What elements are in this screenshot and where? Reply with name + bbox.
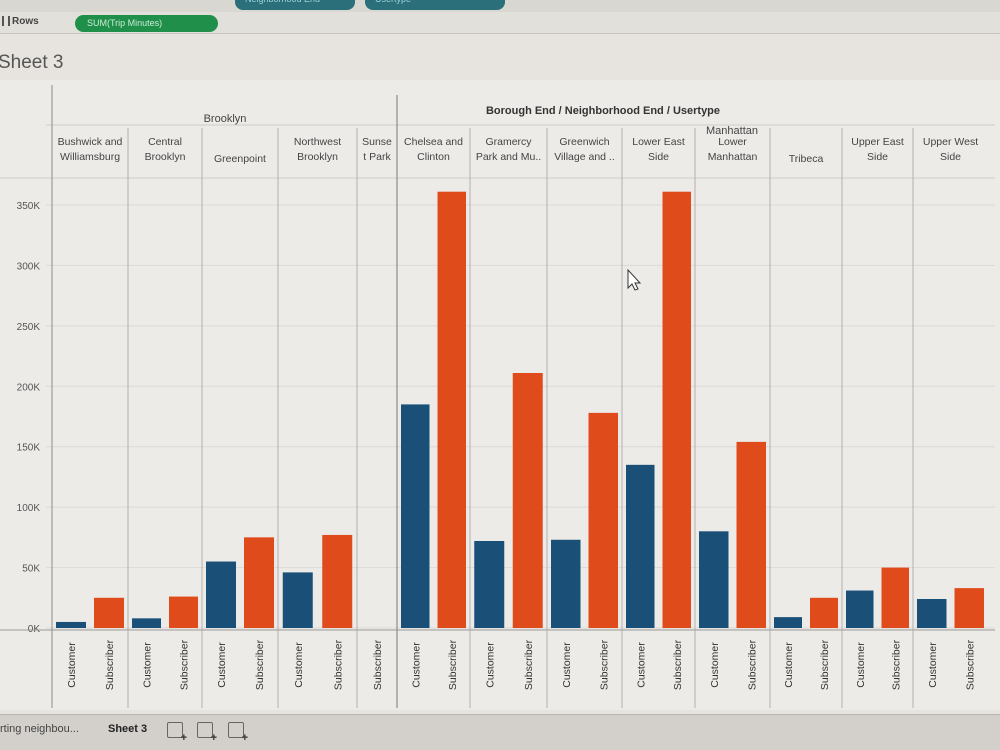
x-axis-label: Subscriber [332,639,344,690]
bar-customer [774,617,802,628]
x-axis-label: Customer [216,642,228,688]
x-axis-label: Customer [293,642,305,688]
rows-shelf: Rows SUM(Trip Minutes) [0,12,1000,34]
rows-pill-sum-trip-minutes[interactable]: SUM(Trip Minutes) [75,15,218,32]
x-axis-label: Subscriber [819,639,831,690]
bar-customer [132,618,161,628]
x-axis-label: Customer [709,642,721,688]
bar-subscriber [881,567,909,628]
x-axis-label: Subscriber [890,639,902,690]
neighborhood-header-label: Park and Mu.. [476,151,541,163]
bar-customer [401,404,430,628]
column-pill-neighborhood-end[interactable]: Neighborhood End [235,0,355,10]
mouse-cursor-icon [627,268,642,291]
bar-customer [474,540,505,628]
neighborhood-header-label: Tribeca [789,153,824,165]
x-axis-label: Customer [484,642,496,688]
bar-subscriber [244,537,274,628]
neighborhood-header-label: Brooklyn [145,151,186,163]
bar-subscriber [736,441,766,628]
bar-subscriber [322,534,353,628]
bar-subscriber [954,588,984,628]
x-axis-label: Subscriber [104,639,116,690]
neighborhood-header-label: Williamsburg [60,151,120,163]
x-axis-label: Customer [66,642,78,688]
neighborhood-header-label: Gramercy [485,136,532,148]
x-axis-label: Subscriber [447,639,459,690]
x-axis-label: Subscriber [964,639,976,690]
neighborhood-header-label: Manhattan [708,151,758,163]
sheet-tab-bar: rting neighbou... Sheet 3 [0,714,1000,750]
y-tick-label: 150K [17,443,41,454]
neighborhood-header-label: Greenwich [559,136,609,148]
x-axis-label: Subscriber [746,639,758,690]
y-tick-label: 250K [17,322,41,333]
neighborhood-header-label: Brooklyn [297,151,338,163]
neighborhood-header-label: Village and .. [554,151,615,163]
bar-subscriber [662,191,691,628]
neighborhood-header-label: Northwest [294,136,341,148]
x-axis-label: Subscriber [672,639,684,690]
neighborhood-header-label: Side [940,151,961,163]
neighborhood-header-label: Side [648,151,669,163]
column-pill-usertype[interactable]: Usertype [365,0,505,10]
neighborhood-header-label: Sunse [362,136,392,148]
neighborhood-header-label: Lower [718,136,747,148]
y-tick-label: 100K [17,503,41,514]
x-axis-label: Subscriber [179,639,191,690]
bar-customer [626,464,655,628]
x-axis-label: Customer [561,642,573,688]
bar-customer [56,621,86,628]
y-tick-label: 200K [17,382,41,393]
neighborhood-header-label: Upper East [851,136,904,148]
rows-label: Rows [12,16,39,27]
y-tick-label: 300K [17,261,41,272]
neighborhood-header-label: t Park [363,151,391,163]
neighborhood-header-label: Central [148,136,182,148]
x-axis-label: Subscriber [372,639,384,690]
sheet-title: Sheet 3 [0,52,64,73]
bar-customer [846,590,874,628]
neighborhood-header-label: Bushwick and [58,136,123,148]
neighborhood-header-label: Greenpoint [214,153,266,165]
x-axis-label: Customer [142,642,154,688]
borough-label: Manhattan [706,125,758,137]
new-dashboard-icon[interactable] [197,722,217,744]
new-worksheet-icon[interactable] [167,722,187,744]
x-axis-label: Subscriber [523,639,535,690]
bar-customer [282,572,313,628]
bar-subscriber [94,597,124,628]
y-tick-label: 50K [22,564,40,575]
bar-customer [551,539,581,628]
bar-subscriber [437,191,466,628]
chart-title: Borough End / Neighborhood End / Usertyp… [486,105,720,117]
rows-icon [2,16,10,26]
x-axis-label: Customer [783,642,795,688]
bar-customer [699,531,729,628]
new-story-icon[interactable] [228,722,248,744]
y-tick-label: 350K [17,201,41,212]
tab-previous-sheet[interactable]: rting neighbou... [0,723,79,735]
neighborhood-header-label: Side [867,151,888,163]
columns-shelf: Neighborhood End Usertype [0,0,1000,12]
bar-subscriber [810,597,838,628]
bar-subscriber [588,412,618,628]
tab-sheet-3[interactable]: Sheet 3 [108,723,148,735]
x-axis-label: Subscriber [254,639,266,690]
bar-customer [917,598,947,628]
x-axis-label: Customer [855,642,867,688]
neighborhood-header-label: Clinton [417,151,450,163]
bar-subscriber [169,596,198,628]
neighborhood-header-label: Upper West [923,136,978,148]
x-axis-label: Customer [410,642,422,688]
bar-subscriber [512,372,543,628]
bar-customer [206,561,236,628]
x-axis-label: Customer [927,642,939,688]
borough-label: Brooklyn [204,113,247,125]
x-axis-label: Subscriber [598,639,610,690]
neighborhood-header-label: Chelsea and [404,136,463,148]
neighborhood-header-label: Lower East [632,136,685,148]
x-axis-label: Customer [635,642,647,688]
